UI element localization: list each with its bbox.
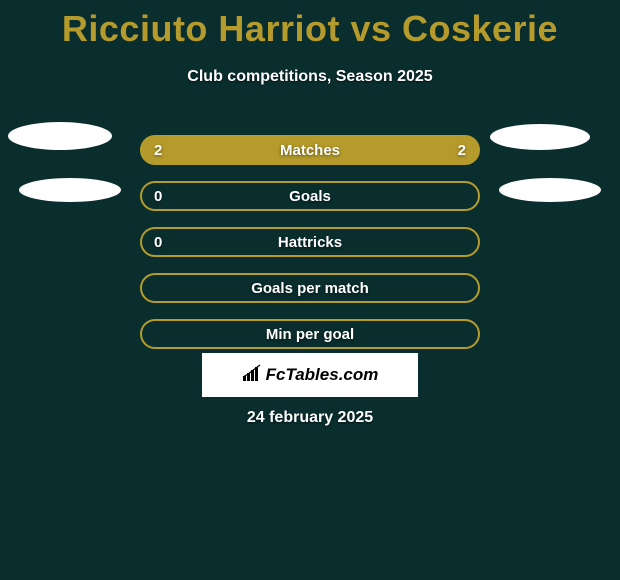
stat-value-left: 2 <box>154 142 162 159</box>
stat-label: Goals per match <box>251 280 369 297</box>
logo-text: FcTables.com <box>266 365 379 385</box>
marker-ellipse <box>19 178 121 202</box>
stat-label: Goals <box>289 188 331 205</box>
stat-label: Matches <box>280 142 340 159</box>
comparison-card: Ricciuto Harriot vs Coskerie Club compet… <box>0 0 620 580</box>
bars-icon <box>242 364 264 387</box>
marker-ellipse <box>499 178 601 202</box>
marker-ellipse <box>8 122 112 150</box>
stat-bar: Matches 2 2 <box>140 135 480 165</box>
stat-bar: Hattricks 0 <box>140 227 480 257</box>
stat-value-right: 2 <box>458 142 466 159</box>
stat-row: Hattricks 0 <box>0 220 620 266</box>
page-title: Ricciuto Harriot vs Coskerie <box>0 0 620 50</box>
stat-value-left: 0 <box>154 234 162 251</box>
date-label: 24 february 2025 <box>0 409 620 427</box>
stat-label: Hattricks <box>278 234 342 251</box>
marker-ellipse <box>490 124 590 150</box>
logo-box: FcTables.com <box>202 353 418 397</box>
stat-label: Min per goal <box>266 326 354 343</box>
stat-rows: Matches 2 2 Goals 0 Hattricks 0 Goals per match… <box>0 128 620 358</box>
subtitle: Club competitions, Season 2025 <box>0 68 620 86</box>
stat-bar: Goals 0 <box>140 181 480 211</box>
stat-bar: Min per goal <box>140 319 480 349</box>
stat-value-left: 0 <box>154 188 162 205</box>
stat-bar: Goals per match <box>140 273 480 303</box>
logo: FcTables.com <box>242 364 379 387</box>
stat-row: Min per goal <box>0 312 620 358</box>
stat-row: Goals per match <box>0 266 620 312</box>
